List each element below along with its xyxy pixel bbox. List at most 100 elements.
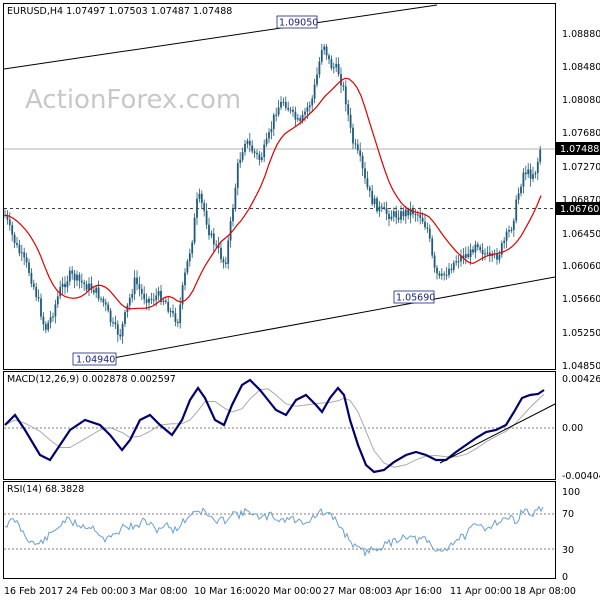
candle-body: [515, 199, 518, 221]
candle-body: [28, 262, 30, 273]
macd-signal-line: [4, 388, 545, 468]
candle-body: [234, 187, 237, 210]
candle-body: [42, 316, 45, 325]
candle-body: [344, 86, 347, 105]
candle-body: [520, 186, 522, 194]
candle-body: [409, 208, 412, 216]
candle-body: [390, 216, 393, 219]
x-tick: 27 Mar 08:00: [323, 586, 386, 597]
candle-body: [83, 282, 86, 285]
candle-body: [8, 219, 11, 226]
candle-body: [256, 152, 258, 155]
lower-channel-line: [74, 276, 556, 366]
candle-body: [313, 84, 316, 99]
candle-body: [368, 187, 371, 191]
candle-body: [443, 273, 446, 275]
rsi-line: [4, 505, 544, 558]
candle-body: [330, 59, 333, 69]
candle-body: [366, 178, 369, 188]
candle-body: [503, 240, 506, 244]
candle-body: [109, 310, 112, 323]
annotation-mid-low: 1.05690: [393, 290, 435, 304]
candle-body: [16, 243, 18, 245]
candle-body: [174, 313, 177, 322]
candle-body: [92, 289, 95, 293]
candle-body: [294, 111, 297, 120]
rsi-panel-frame: [3, 481, 556, 579]
candle-body: [436, 267, 438, 274]
main-panel-frame: [3, 3, 556, 370]
candle-body: [342, 85, 345, 87]
macd-title: MACD(12,26,9) 0.002878 0.002597: [7, 374, 176, 385]
candle-body: [90, 283, 93, 290]
candle-body: [114, 322, 117, 325]
candle-body: [6, 214, 9, 220]
watermark: ActionForex.com: [25, 85, 241, 115]
candle-body: [536, 161, 539, 174]
candle-body: [488, 252, 491, 257]
candle-body: [61, 283, 64, 288]
marked-level-box: 1.06760: [556, 202, 600, 215]
candle-body: [215, 244, 218, 246]
rsi-y-tick: 100: [562, 487, 580, 498]
main-y-tick: 1.08480: [562, 62, 600, 73]
candle-body: [529, 169, 532, 179]
candle-body: [179, 304, 182, 324]
candle-body: [400, 211, 402, 220]
main-y-axis: 1.08880 1.08480 1.08080 1.07680 1.07270 …: [562, 29, 600, 372]
current-price-label: 1.07488: [560, 144, 599, 155]
candle-body: [426, 227, 429, 229]
candle-body: [260, 157, 263, 160]
candle-body: [510, 229, 513, 231]
candle-body: [380, 206, 383, 208]
candle-body: [229, 221, 232, 241]
candle-body: [316, 74, 318, 85]
candle-body: [440, 273, 443, 276]
candle-body: [244, 143, 246, 153]
candle-body: [212, 233, 215, 245]
candle-body: [433, 255, 436, 268]
candle-body: [35, 287, 38, 297]
candle-body: [268, 132, 270, 139]
candle-body: [448, 268, 450, 276]
candle-body: [354, 143, 357, 145]
candle-body: [64, 283, 66, 288]
candle-body: [196, 198, 198, 218]
candle-body: [205, 210, 208, 225]
candle-body: [474, 244, 477, 253]
macd-line: [4, 378, 545, 474]
upper-channel-line: [3, 4, 438, 70]
candle-body: [49, 317, 52, 323]
rsi-y-tick: 30: [562, 545, 574, 556]
candle-body: [335, 64, 338, 68]
candle-body: [416, 214, 419, 216]
candle-body: [318, 61, 321, 75]
candle-body: [85, 284, 88, 290]
candle-body: [481, 249, 484, 255]
candle-body: [162, 300, 165, 303]
candle-body: [270, 128, 273, 133]
candle-body: [131, 294, 134, 298]
candle-body: [359, 150, 362, 156]
candle-body: [251, 145, 254, 152]
annotation-high-label: 1.09050: [279, 18, 318, 29]
candle-body: [522, 172, 525, 187]
candle-body: [484, 253, 486, 255]
candle-body: [30, 272, 33, 284]
candle-body: [97, 287, 100, 299]
candle-body: [47, 322, 50, 330]
candle-body: [419, 214, 422, 218]
candle-body: [18, 244, 21, 254]
annotation-low-label: 1.04940: [76, 355, 115, 366]
candle-body: [80, 280, 83, 283]
candle-body: [306, 107, 309, 112]
candle-body: [220, 247, 222, 260]
candle-body: [404, 209, 407, 217]
candle-body: [524, 172, 527, 175]
candle-body: [364, 168, 366, 179]
candle-body: [371, 190, 374, 204]
candle-body: [68, 270, 71, 282]
rsi-y-tick: 70: [562, 509, 574, 520]
candle-body: [287, 107, 290, 110]
candle-body: [128, 297, 131, 306]
